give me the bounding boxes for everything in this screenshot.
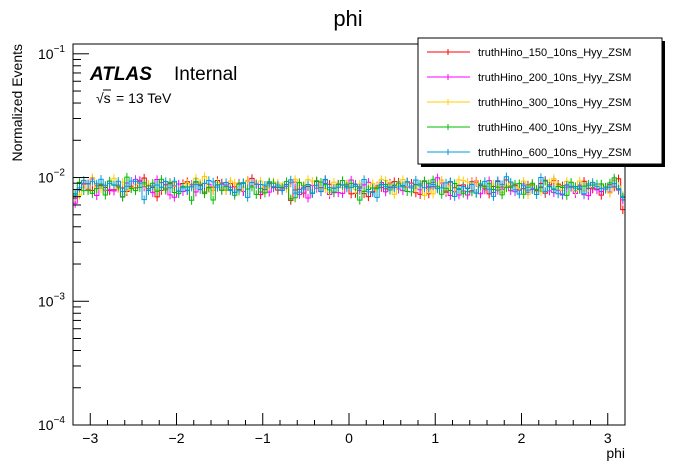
series-truthHino_150_10ns_Hyy_ZSM bbox=[72, 173, 626, 425]
legend-label: truthHino_150_10ns_Hyy_ZSM bbox=[478, 47, 631, 59]
histogram-layer bbox=[72, 172, 626, 425]
chart-title: phi bbox=[333, 6, 362, 31]
x-tick-label: −1 bbox=[255, 430, 271, 446]
legend-label: truthHino_200_10ns_Hyy_ZSM bbox=[478, 72, 631, 84]
legend-box bbox=[417, 37, 663, 165]
legend-label: truthHino_400_10ns_Hyy_ZSM bbox=[478, 122, 631, 134]
series-truthHino_200_10ns_Hyy_ZSM bbox=[72, 173, 626, 425]
series-truthHino_400_10ns_Hyy_ZSM bbox=[72, 172, 626, 425]
x-tick-label: −3 bbox=[82, 430, 98, 446]
atlas-label: ATLAS bbox=[89, 64, 152, 85]
legend-label: truthHino_600_10ns_Hyy_ZSM bbox=[478, 147, 631, 159]
legend-label: truthHino_300_10ns_Hyy_ZSM bbox=[478, 97, 631, 109]
legend-entry: truthHino_400_10ns_Hyy_ZSM bbox=[427, 122, 631, 134]
x-axis-label: phi bbox=[606, 445, 625, 461]
series-truthHino_300_10ns_Hyy_ZSM bbox=[72, 172, 626, 425]
series-line bbox=[72, 177, 626, 425]
x-tick-label: 2 bbox=[518, 430, 526, 446]
y-tick-label: 10−2 bbox=[38, 168, 65, 186]
series-line bbox=[72, 176, 626, 425]
legend: truthHino_150_10ns_Hyy_ZSM truthHino_200_… bbox=[417, 37, 665, 167]
series-line bbox=[72, 176, 626, 425]
legend-entry: truthHino_150_10ns_Hyy_ZSM bbox=[427, 47, 631, 59]
energy-label: = 13 TeV bbox=[116, 90, 172, 106]
x-tick-label: 3 bbox=[604, 430, 612, 446]
series-line bbox=[72, 177, 626, 425]
y-tick-label: 10−1 bbox=[38, 44, 65, 62]
legend-entry: truthHino_200_10ns_Hyy_ZSM bbox=[427, 72, 631, 84]
y-axis-label: Normalized Events bbox=[9, 44, 25, 162]
legend-entry: truthHino_600_10ns_Hyy_ZSM bbox=[427, 147, 631, 159]
series-truthHino_600_10ns_Hyy_ZSM bbox=[72, 172, 626, 425]
y-tick-label: 10−4 bbox=[38, 415, 65, 433]
x-tick-label: 0 bbox=[345, 430, 353, 446]
x-tick-label: 1 bbox=[431, 430, 439, 446]
x-tick-label: −2 bbox=[169, 430, 185, 446]
y-tick-label: 10−3 bbox=[38, 291, 65, 309]
energy-sqrt-label: √s bbox=[96, 90, 111, 106]
internal-label: Internal bbox=[174, 64, 237, 85]
series-line bbox=[72, 176, 626, 425]
axis-ticks: −3 −2 −1 0 1 2 3 10−4 10−3 10−2 10−1 bbox=[38, 44, 626, 446]
legend-entry: truthHino_300_10ns_Hyy_ZSM bbox=[427, 97, 631, 109]
